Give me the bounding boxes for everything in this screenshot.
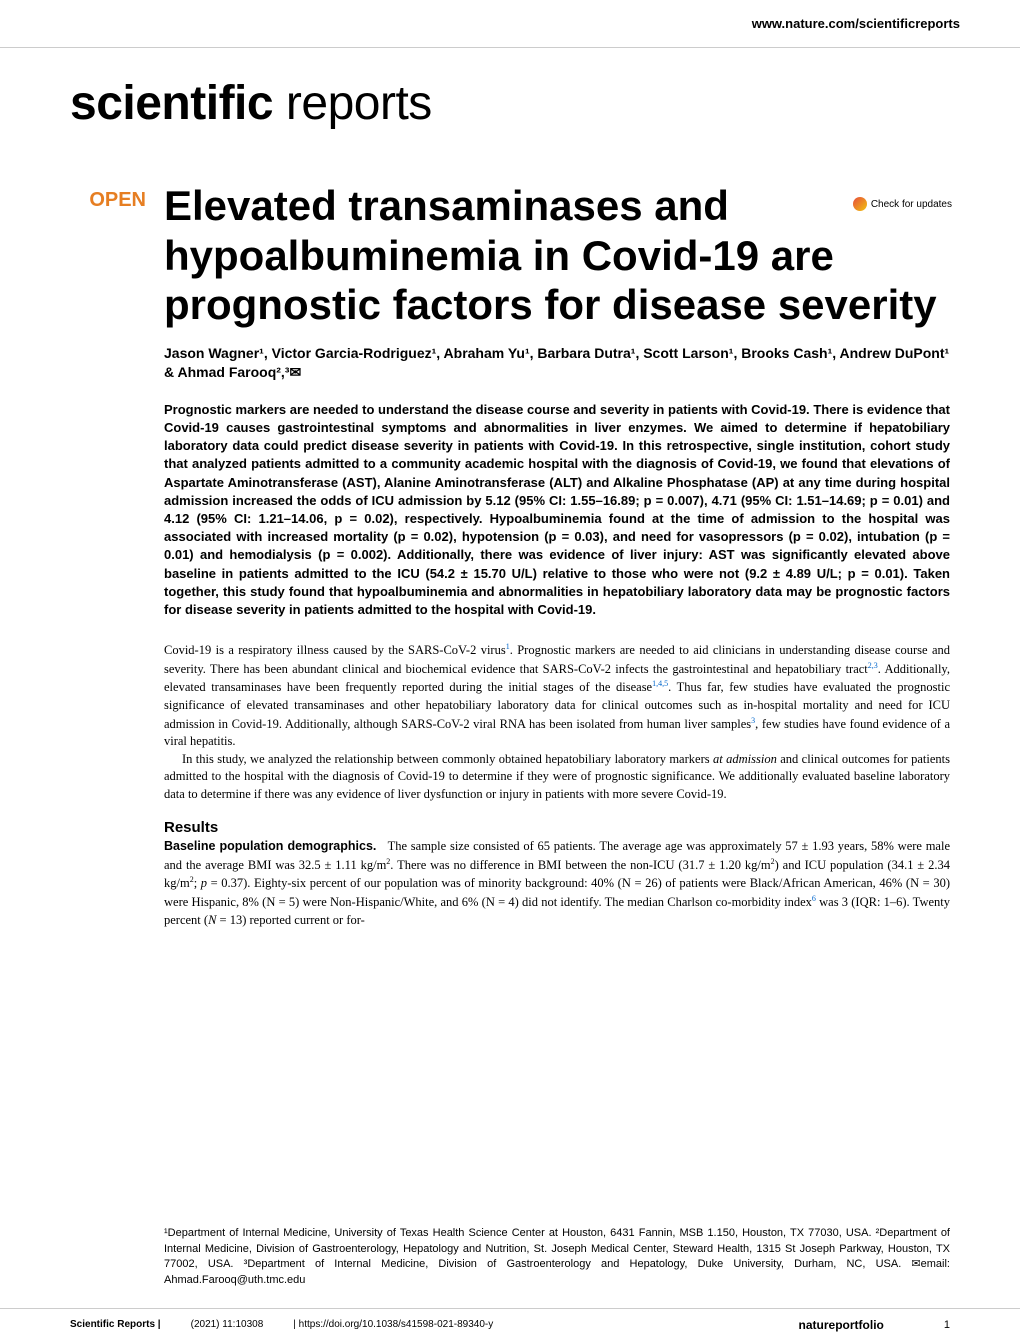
content-area: OPEN Elevated transaminases and hypoalbu… xyxy=(0,131,1020,929)
brand-bold: scientific xyxy=(70,77,273,130)
baseline-section: Baseline population demographics. The sa… xyxy=(164,838,950,929)
intro-p1: Covid-19 is a respiratory illness caused… xyxy=(164,641,950,751)
check-updates-icon xyxy=(853,197,867,211)
footer: Scientific Reports | (2021) 11:10308 | h… xyxy=(0,1308,1020,1340)
footer-doi: | https://doi.org/10.1038/s41598-021-893… xyxy=(293,1319,493,1330)
abstract-text: Prognostic markers are needed to underst… xyxy=(164,401,950,619)
baseline-paragraph: Baseline population demographics. The sa… xyxy=(164,838,950,929)
footer-left: Scientific Reports | (2021) 11:10308 | h… xyxy=(70,1319,799,1330)
check-updates-badge[interactable]: Check for updates xyxy=(853,197,952,211)
author-list: Jason Wagner¹, Victor Garcia-Rodriguez¹,… xyxy=(164,344,950,383)
brand-light: reports xyxy=(273,77,432,130)
header-bar: www.nature.com/scientificreports xyxy=(0,0,1020,48)
intro-p2: In this study, we analyzed the relations… xyxy=(164,751,950,804)
baseline-subheading: Baseline population demographics. xyxy=(164,839,376,853)
affiliations: ¹Department of Internal Medicine, Univer… xyxy=(164,1226,950,1288)
page-number: 1 xyxy=(944,1319,950,1331)
footer-journal: Scientific Reports | xyxy=(70,1319,161,1330)
nature-portfolio-logo: natureportfolio xyxy=(799,1318,884,1332)
main-column: Elevated transaminases and hypoalbuminem… xyxy=(164,181,950,929)
open-access-label: OPEN xyxy=(70,181,146,212)
journal-brand: scientific reports xyxy=(0,48,1020,131)
header-url: www.nature.com/scientificreports xyxy=(752,16,960,31)
results-heading: Results xyxy=(164,819,950,836)
left-column: OPEN xyxy=(70,181,146,929)
check-updates-text: Check for updates xyxy=(871,199,952,210)
article-title: Elevated transaminases and hypoalbuminem… xyxy=(164,181,950,330)
footer-citation: (2021) 11:10308 xyxy=(191,1319,264,1330)
intro-section: Covid-19 is a respiratory illness caused… xyxy=(164,641,950,803)
